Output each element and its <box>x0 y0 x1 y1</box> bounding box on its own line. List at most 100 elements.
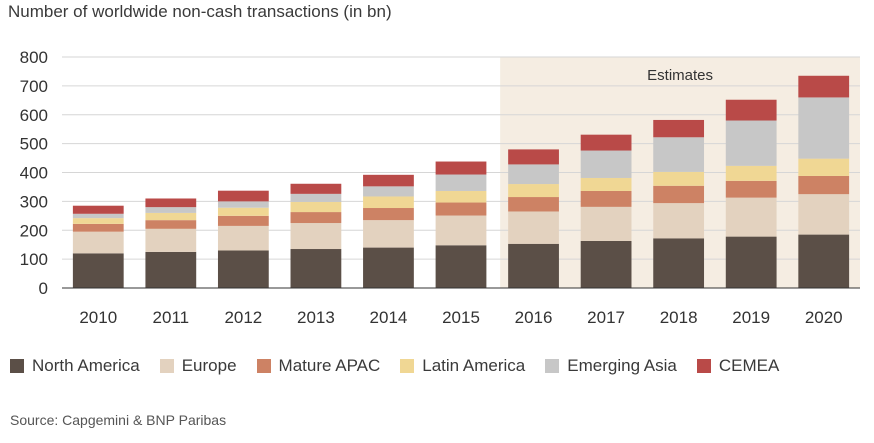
bar-2018-mature-apac <box>653 185 705 204</box>
bar-2015-latin-america <box>435 190 487 203</box>
x-tick-label-2016: 2016 <box>515 308 553 327</box>
bar-2013-latin-america <box>290 201 342 213</box>
bar-2016-europe <box>508 211 559 244</box>
legend: North America Europe Mature APAC Latin Amer… <box>10 356 799 376</box>
y-tick-label-0: 0 <box>39 279 48 298</box>
bar-2015-mature-apac <box>435 202 487 216</box>
bar-2014-latin-america <box>363 196 414 209</box>
bar-2017-latin-america <box>580 177 632 191</box>
source-note: Source: Capgemini & BNP Paribas <box>10 412 227 428</box>
bar-2011-europe <box>145 228 197 252</box>
bar-2019-latin-america <box>725 165 777 181</box>
bar-2018-north-america <box>653 238 705 288</box>
bar-2012-cemea <box>217 190 269 202</box>
bar-2018-europe <box>653 203 705 239</box>
bar-2014-emerging-asia <box>363 186 414 197</box>
legend-label-cemea: CEMEA <box>718 356 780 375</box>
bar-2010-cemea <box>72 205 124 214</box>
y-axis-ticks: 0 100 200 300 400 500 600 700 800 <box>20 48 48 298</box>
chart-title: Number of worldwide non-cash transaction… <box>8 2 392 21</box>
bar-2020-north-america <box>798 234 850 288</box>
legend-item-cemea: CEMEA <box>696 356 780 376</box>
bar-2010-europe <box>72 231 124 254</box>
bar-2014-mature-apac <box>363 208 414 221</box>
y-tick-label-500: 500 <box>20 135 48 154</box>
x-tick-label-2015: 2015 <box>442 308 480 327</box>
bar-2016-latin-america <box>508 184 559 198</box>
bar-2017-emerging-asia <box>580 150 632 178</box>
legend-swatch-europe <box>159 359 174 373</box>
bar-2015-europe <box>435 215 487 246</box>
bar-2012-emerging-asia <box>217 201 269 208</box>
y-tick-label-700: 700 <box>20 77 48 96</box>
bar-2018-latin-america <box>653 171 705 186</box>
y-tick-label-400: 400 <box>20 164 48 183</box>
bar-2013-mature-apac <box>290 212 342 224</box>
x-tick-label-2020: 2020 <box>805 308 843 327</box>
bar-2013-north-america <box>290 249 342 288</box>
bar-2014-europe <box>363 220 414 248</box>
bar-2020-mature-apac <box>798 175 850 195</box>
y-tick-label-600: 600 <box>20 106 48 125</box>
legend-item-emerging-asia: Emerging Asia <box>545 356 677 376</box>
legend-swatch-emerging-asia <box>545 359 560 373</box>
x-tick-label-2018: 2018 <box>660 308 698 327</box>
bar-2010-mature-apac <box>72 223 124 232</box>
x-tick-label-2010: 2010 <box>79 308 117 327</box>
bar-2018-cemea <box>653 119 705 138</box>
bar-2011-mature-apac <box>145 220 197 229</box>
bar-2011-cemea <box>145 198 197 208</box>
estimates-label: Estimates <box>647 67 713 84</box>
bar-2017-europe <box>580 206 632 241</box>
bar-2020-cemea <box>798 75 850 98</box>
bar-2012-mature-apac <box>217 215 269 226</box>
bar-2017-cemea <box>580 134 632 151</box>
bar-2013-europe <box>290 223 342 250</box>
bar-2012-europe <box>217 225 269 251</box>
bar-2012-north-america <box>217 250 269 288</box>
x-tick-label-2017: 2017 <box>587 308 625 327</box>
legend-label-emerging-asia: Emerging Asia <box>567 356 677 375</box>
bar-2020-europe <box>798 194 850 235</box>
bar-2020-emerging-asia <box>798 97 850 159</box>
bar-2016-mature-apac <box>508 197 559 212</box>
x-tick-label-2012: 2012 <box>224 308 262 327</box>
x-axis-ticks: 2010 2011 2012 2013 2014 2015 2016 2017 2018 2019… <box>79 308 842 327</box>
legend-swatch-north-america <box>10 359 24 373</box>
bar-2019-cemea <box>725 99 777 121</box>
bar-2010-north-america <box>72 253 124 288</box>
legend-label-europe: Europe <box>181 356 237 375</box>
legend-swatch-mature-apac <box>256 359 271 373</box>
x-tick-label-2014: 2014 <box>370 308 408 327</box>
legend-item-north-america: North America <box>10 356 140 376</box>
bar-2016-cemea <box>508 149 559 165</box>
y-tick-label-800: 800 <box>20 48 48 67</box>
bar-2014-north-america <box>363 247 414 288</box>
y-tick-label-300: 300 <box>20 192 48 211</box>
bar-2013-emerging-asia <box>290 193 342 202</box>
bar-2011-north-america <box>145 251 197 288</box>
bar-2019-emerging-asia <box>725 120 777 166</box>
bar-2019-north-america <box>725 236 777 288</box>
bar-2015-cemea <box>435 161 487 175</box>
stacked-bar-chart: Estimates 0 100 200 300 400 500 600 700 800 2010… <box>20 48 860 327</box>
x-tick-label-2019: 2019 <box>732 308 770 327</box>
legend-label-mature-apac: Mature APAC <box>278 356 381 375</box>
bar-2017-north-america <box>580 240 632 288</box>
legend-swatch-cemea <box>696 359 711 373</box>
legend-label-latin-america: Latin America <box>422 356 526 375</box>
legend-label-north-america: North America <box>32 356 140 375</box>
x-tick-label-2011: 2011 <box>153 308 190 327</box>
bar-2016-north-america <box>508 243 559 288</box>
bar-2018-emerging-asia <box>653 137 705 172</box>
legend-swatch-latin-america <box>400 359 415 373</box>
bar-2012-latin-america <box>217 207 269 216</box>
bar-2011-latin-america <box>145 212 197 221</box>
x-tick-label-2013: 2013 <box>297 308 335 327</box>
legend-item-latin-america: Latin America <box>400 356 525 376</box>
y-tick-label-200: 200 <box>20 221 48 240</box>
bar-2019-mature-apac <box>725 180 777 198</box>
legend-item-europe: Europe <box>159 356 237 376</box>
bar-2010-latin-america <box>72 218 124 224</box>
bar-2017-mature-apac <box>580 190 632 207</box>
